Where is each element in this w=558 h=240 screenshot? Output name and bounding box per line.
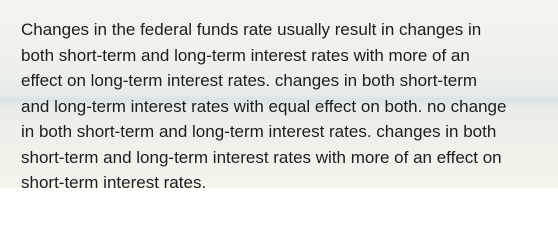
text-line: short-term interest rates.: [21, 173, 207, 192]
text-line: and long-term interest rates with equal …: [21, 96, 507, 116]
page: Changes in the federal funds rate usuall…: [0, 0, 558, 192]
text-line: short-term and long-term interest rates …: [21, 147, 502, 167]
text-line: in both short-term and long-term interes…: [21, 122, 497, 141]
answer-text: Changes in the federal funds rate usuall…: [21, 17, 558, 196]
text-line: effect on long-term interest rates. chan…: [21, 71, 478, 90]
text-line: Changes in the federal funds rate usuall…: [21, 20, 482, 39]
text-line: both short-term and long-term interest r…: [21, 45, 470, 65]
